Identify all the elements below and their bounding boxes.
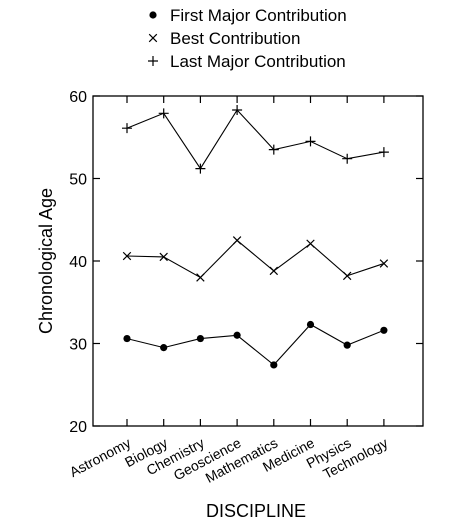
data-point — [342, 271, 352, 281]
data-point — [269, 266, 279, 276]
legend: First Major Contribution Best Contributio… — [148, 6, 347, 71]
series-line — [126, 323, 385, 366]
data-point — [159, 252, 168, 262]
data-point — [380, 326, 388, 334]
legend-label: First Major Contribution — [170, 6, 347, 25]
y-tick-label: 30 — [69, 337, 87, 354]
y-tick-label: 50 — [69, 172, 87, 189]
data-point — [306, 239, 315, 248]
y-tick-label: 20 — [69, 419, 87, 436]
data-point — [343, 341, 351, 349]
data-point — [195, 163, 206, 174]
legend-label: Last Major Contribution — [170, 52, 346, 71]
data-point — [268, 144, 279, 155]
data-point — [123, 334, 131, 343]
legend-label: Best Contribution — [170, 29, 300, 48]
series-layer — [122, 105, 389, 369]
data-point — [378, 147, 389, 158]
y-tick-label: 60 — [69, 89, 87, 106]
series-line — [126, 109, 384, 170]
data-point — [122, 123, 132, 134]
data-point — [342, 153, 353, 164]
y-axis-label: Chronological Age — [36, 188, 56, 334]
data-point — [232, 236, 242, 245]
y-tick-label: 40 — [69, 254, 87, 271]
data-point — [196, 334, 204, 343]
legend-marker — [148, 56, 158, 66]
x-axis: AstronomyBiologyChemistryGeoscienceMathe… — [67, 96, 390, 486]
legend-marker — [148, 33, 158, 43]
y-axis: 20 30 40 50 60 — [69, 89, 423, 436]
data-point — [122, 251, 132, 261]
data-point — [158, 108, 169, 119]
data-point — [270, 361, 278, 369]
x-axis-label: DISCIPLINE — [206, 501, 306, 521]
data-point — [233, 331, 241, 339]
data-point — [196, 273, 205, 282]
data-point — [379, 259, 389, 268]
data-point — [305, 136, 316, 147]
plot-frame — [92, 95, 424, 427]
series-line — [126, 239, 385, 279]
data-point — [306, 320, 315, 329]
legend-marker — [149, 11, 157, 19]
data-point — [232, 105, 243, 116]
data-point — [160, 344, 168, 352]
